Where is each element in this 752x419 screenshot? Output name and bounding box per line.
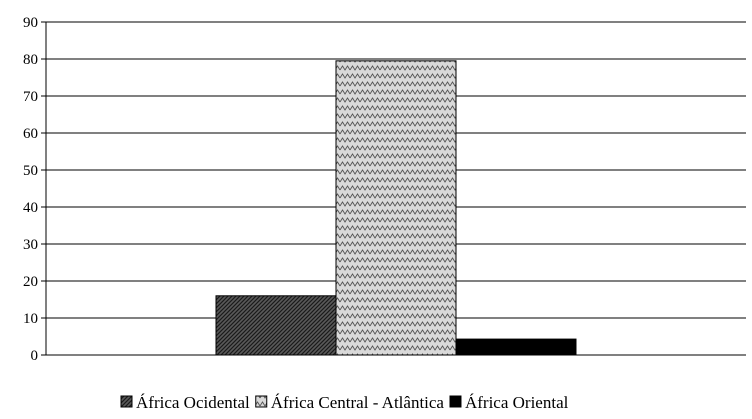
legend-swatch-0 — [120, 395, 133, 408]
y-tick-label: 40 — [23, 200, 38, 216]
bars — [215, 60, 577, 356]
legend-label-2: África Oriental — [465, 393, 569, 412]
y-tick-label: 90 — [23, 15, 38, 31]
legend-label-0: África Ocidental — [136, 393, 250, 412]
y-tick-label: 0 — [31, 348, 39, 364]
legend-swatch-2 — [449, 395, 462, 408]
axes — [45, 22, 746, 356]
y-tick-label: 70 — [23, 89, 38, 105]
y-tick-label: 50 — [23, 163, 38, 179]
y-tick-label: 30 — [23, 237, 38, 253]
y-tick-label: 10 — [23, 311, 38, 327]
bar-1 — [335, 60, 457, 356]
y-axis-tick-labels: 0 10 20 30 40 50 60 70 80 90 — [23, 15, 46, 364]
y-tick-label: 80 — [23, 52, 38, 68]
y-tick-label: 20 — [23, 274, 38, 290]
legend-label-1: África Central - Atlântica — [271, 393, 445, 412]
bar-2 — [455, 338, 577, 356]
legend-swatch-1 — [255, 395, 268, 408]
bar-0 — [215, 295, 337, 356]
legend: África Ocidental África Central - Atlânti… — [120, 393, 569, 412]
y-tick-label: 60 — [23, 126, 38, 142]
